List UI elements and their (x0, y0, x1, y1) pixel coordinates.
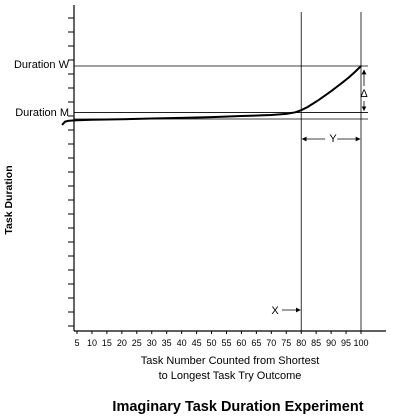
duration-w-label: Duration W (14, 59, 70, 71)
x-tick-label: 100 (353, 338, 368, 348)
x-tick-label: 15 (102, 338, 112, 348)
x-axis-label-line1: Task Number Counted from Shortest (141, 355, 320, 367)
y-axis-label: Task Duration (3, 165, 15, 234)
delta-label: Δ (360, 88, 368, 100)
x-axis-ticks (76, 331, 362, 334)
x-axis-label-line2: to Longest Task Try Outcome (159, 370, 302, 382)
x-tick-label: 75 (281, 338, 291, 348)
chart-title: Imaginary Task Duration Experiment (112, 399, 363, 415)
x-axis-tick-labels: 5 10 15 20 25 30 35 40 45 50 55 60 65 70 75 80 85 90 95 100 (74, 338, 368, 348)
duration-m-label: Duration M (15, 107, 69, 119)
x-tick-label: 20 (117, 338, 127, 348)
x-tick-label: 5 (74, 338, 79, 348)
y-span-label: Y (329, 133, 337, 145)
series-line (61, 65, 362, 126)
x-tick-label: 30 (147, 338, 157, 348)
x-tick-label: 85 (311, 338, 321, 348)
x-tick-label: 45 (192, 338, 202, 348)
x-tick-label: 95 (341, 338, 351, 348)
x-tick-label: 10 (87, 338, 97, 348)
x-tick-label: 65 (251, 338, 261, 348)
x-tick-label: 50 (207, 338, 217, 348)
x-tick-label: 25 (132, 338, 142, 348)
x-tick-label: 60 (236, 338, 246, 348)
x-tick-label: 35 (162, 338, 172, 348)
y-axis-ticks (68, 17, 74, 327)
x-tick-label: 90 (326, 338, 336, 348)
x-tick-label: 80 (296, 338, 306, 348)
x-marker-label: X (271, 305, 279, 317)
x-tick-label: 40 (177, 338, 187, 348)
x-tick-label: 70 (266, 338, 276, 348)
x-tick-label: 55 (221, 338, 231, 348)
